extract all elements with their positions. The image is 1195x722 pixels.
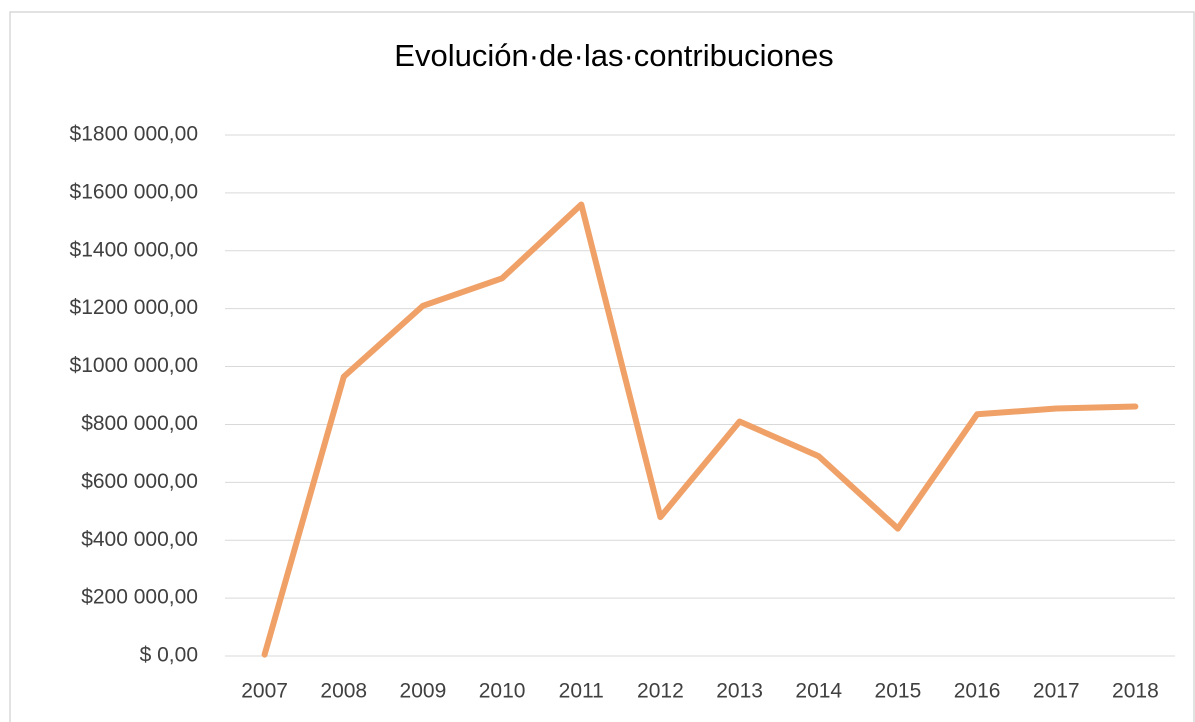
y-tick-label: $400 000,00 — [81, 528, 198, 551]
x-tick-label: 2009 — [400, 680, 447, 703]
x-tick-label: 2007 — [241, 680, 288, 703]
chart-border — [9, 11, 1195, 722]
x-tick-label: 2015 — [875, 680, 922, 703]
y-tick-label: $600 000,00 — [81, 470, 198, 493]
y-tick-label: $1600 000,00 — [70, 180, 198, 203]
x-tick-label: 2012 — [637, 680, 684, 703]
line-series — [261, 201, 1139, 658]
y-tick-label: $1400 000,00 — [70, 238, 198, 261]
y-tick-label: $800 000,00 — [81, 412, 198, 435]
y-tick-label: $1800 000,00 — [70, 123, 198, 146]
x-tick-label: 2014 — [795, 680, 842, 703]
x-tick-label: 2018 — [1112, 680, 1159, 703]
x-tick-label: 2010 — [479, 680, 526, 703]
x-tick-label: 2011 — [559, 680, 604, 703]
y-tick-label: $1200 000,00 — [70, 296, 198, 319]
y-tick-label: $ 0,00 — [140, 644, 198, 667]
x-tick-label: 2016 — [954, 680, 1001, 703]
chart-title: Evolución·de·las·contribuciones — [394, 38, 833, 73]
y-tick-label: $200 000,00 — [81, 586, 198, 609]
y-tick-label: $1000 000,00 — [70, 354, 198, 377]
x-tick-label: 2017 — [1033, 680, 1080, 703]
x-tick-label: 2008 — [320, 680, 367, 703]
x-tick-label: 2013 — [716, 680, 763, 703]
